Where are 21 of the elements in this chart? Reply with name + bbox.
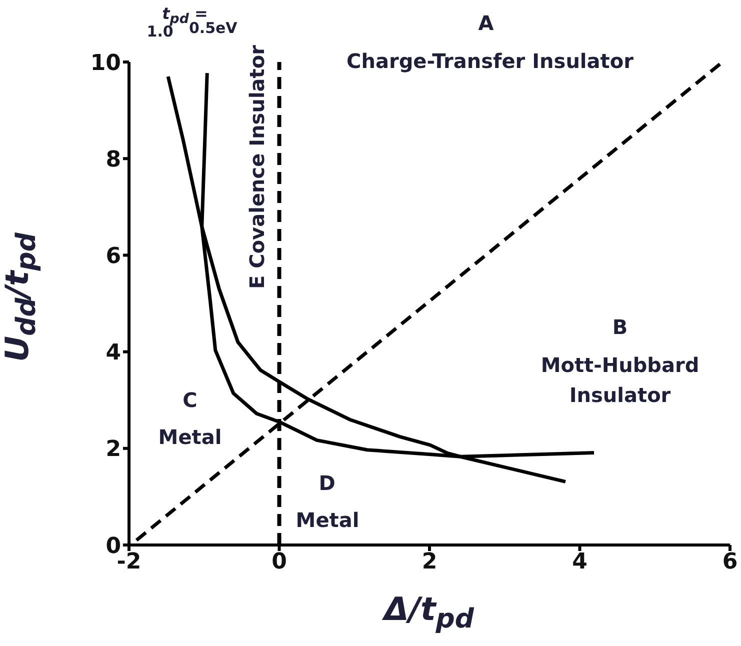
annotation: B xyxy=(611,314,629,341)
x-tick-label: 6 xyxy=(722,550,738,575)
annotation: Charge-Transfer Insulator xyxy=(346,48,634,75)
y-tick-label: 10 xyxy=(90,50,121,76)
y-tick-label: 0 xyxy=(106,534,121,559)
y-tick-label: 2 xyxy=(106,437,121,462)
y-tick-label: 4 xyxy=(106,340,121,366)
annotation: C xyxy=(182,387,198,414)
x-tick-label: 0 xyxy=(272,550,287,575)
text: 0.5eV xyxy=(188,19,238,38)
x-axis-title: Δ/t$_{pd}$ xyxy=(381,590,476,634)
y-tick-label: 6 xyxy=(106,244,121,270)
annotation: Metal xyxy=(294,507,360,534)
annotation: D xyxy=(318,470,336,497)
annotation: Metal xyxy=(157,424,223,451)
annotation: Mott-Hubbard Insulator xyxy=(540,352,700,409)
x-tick-label: 2 xyxy=(422,550,438,575)
y-tick-label: 8 xyxy=(106,147,121,172)
annotation: E Covalence Insulator xyxy=(244,44,270,291)
text: A xyxy=(477,10,495,37)
x-tick-label: 4 xyxy=(572,550,588,575)
